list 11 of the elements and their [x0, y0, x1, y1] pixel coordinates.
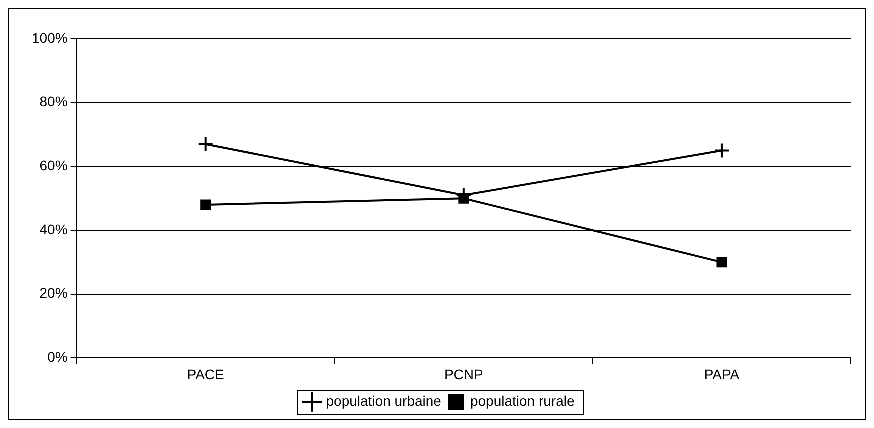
y-tick-label: 0% [48, 349, 68, 366]
y-tick-label: 20% [40, 285, 68, 302]
x-tick-label: PCNP [444, 366, 484, 382]
y-tick-label: 80% [40, 94, 68, 110]
y-tick-label: 100% [32, 30, 68, 46]
x-tick-label: PACE [187, 366, 224, 382]
y-tick-label: 60% [40, 158, 68, 174]
legend-label: population urbaine [326, 392, 442, 409]
y-tick-label: 40% [40, 221, 68, 238]
legend-label: population rurale [470, 392, 575, 409]
x-tick-label: PAPA [704, 366, 740, 382]
